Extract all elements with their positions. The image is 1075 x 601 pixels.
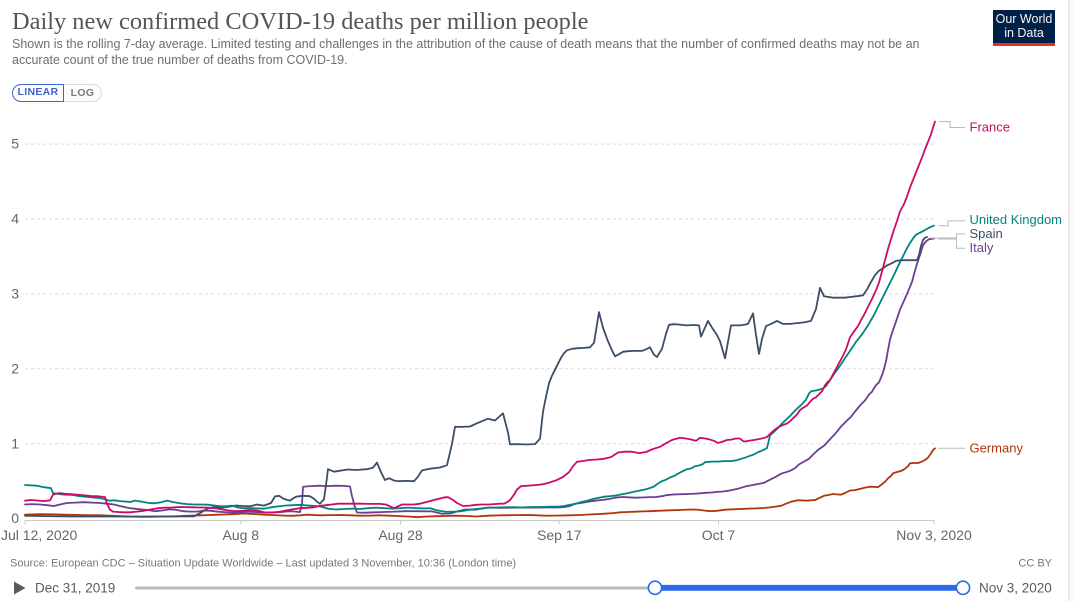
svg-text:Nov 3, 2020: Nov 3, 2020 — [896, 527, 972, 543]
svg-text:0: 0 — [11, 510, 19, 526]
svg-text:Nov 3, 2020: Nov 3, 2020 — [979, 581, 1052, 596]
svg-text:Aug 8: Aug 8 — [223, 527, 260, 543]
svg-text:Spain: Spain — [970, 226, 1003, 241]
svg-text:2: 2 — [11, 360, 19, 376]
svg-text:3: 3 — [11, 285, 19, 301]
svg-text:United Kingdom: United Kingdom — [970, 212, 1063, 227]
svg-text:1: 1 — [11, 435, 19, 451]
svg-text:Aug 28: Aug 28 — [378, 527, 423, 543]
svg-text:CC BY: CC BY — [1018, 558, 1052, 570]
svg-text:4: 4 — [11, 211, 19, 227]
svg-text:Italy: Italy — [970, 240, 994, 255]
svg-text:Germany: Germany — [970, 440, 1024, 455]
svg-text:Dec 31, 2019: Dec 31, 2019 — [35, 581, 115, 596]
svg-text:France: France — [970, 120, 1010, 135]
svg-text:Oct 7: Oct 7 — [702, 527, 736, 543]
svg-text:5: 5 — [11, 136, 19, 152]
svg-text:Jul 12, 2020: Jul 12, 2020 — [1, 527, 77, 543]
svg-text:Sep 17: Sep 17 — [537, 527, 582, 543]
svg-text:Source: European CDC – Situati: Source: European CDC – Situation Update … — [10, 558, 516, 570]
